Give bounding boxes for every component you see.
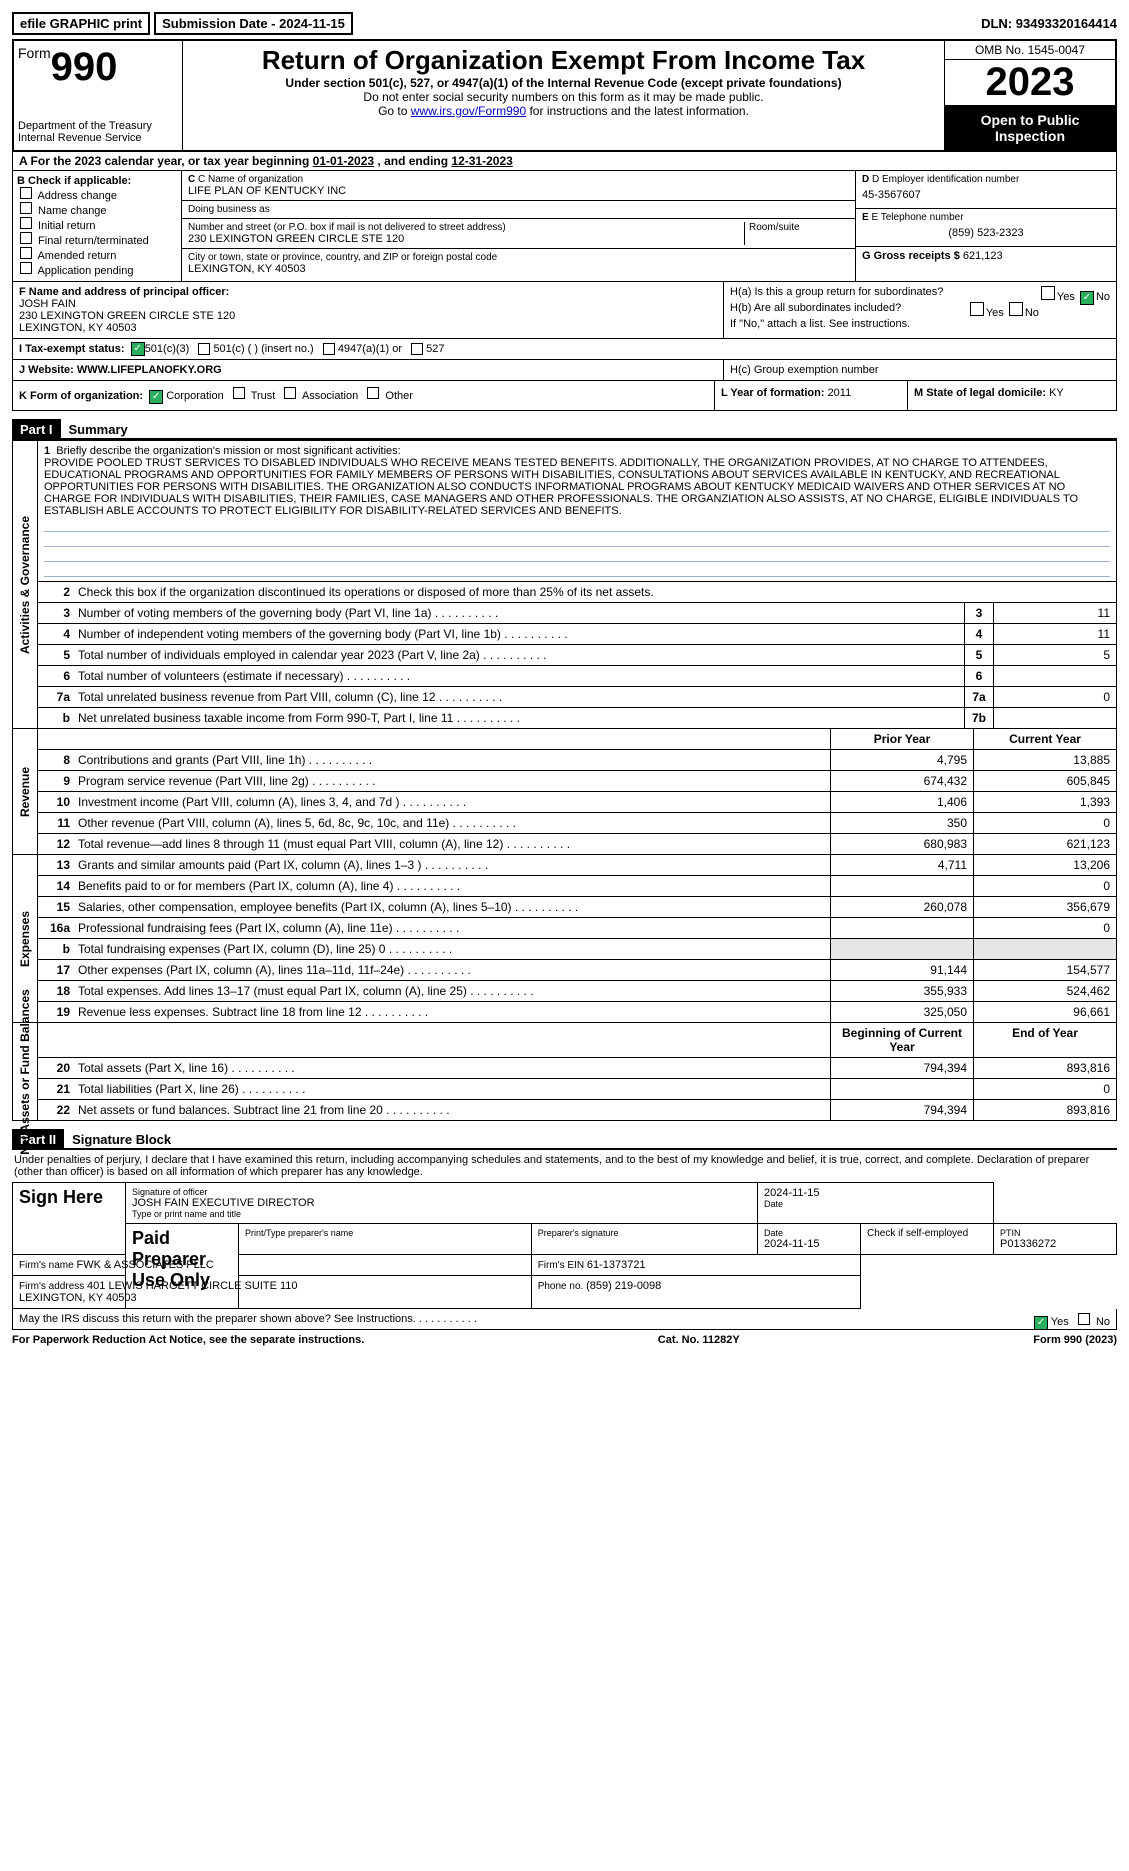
exp-line-17: 17Other expenses (Part IX, column (A), l… — [38, 960, 1116, 981]
gov-line-b: bNet unrelated business taxable income f… — [38, 708, 1116, 728]
hb-yes[interactable] — [970, 302, 984, 316]
discuss-yes[interactable]: ✓ — [1034, 1316, 1048, 1330]
form990-link[interactable]: www.irs.gov/Form990 — [411, 104, 526, 118]
expenses-section: Expenses 13Grants and similar amounts pa… — [12, 855, 1117, 1023]
ha-yes[interactable] — [1041, 286, 1055, 300]
row-k: K Form of organization: ✓ Corporation Tr… — [12, 381, 1117, 411]
501c3-check[interactable]: ✓ — [131, 342, 145, 356]
signature-table: Sign Here Signature of officerJOSH FAIN … — [12, 1182, 1117, 1309]
revenue-section: Revenue Prior YearCurrent Year 8Contribu… — [12, 729, 1117, 855]
col-c: C C Name of organizationLIFE PLAN OF KEN… — [182, 171, 856, 281]
exp-line-14: 14Benefits paid to or for members (Part … — [38, 876, 1116, 897]
principal-officer: F Name and address of principal officer:… — [13, 282, 724, 338]
row-a: A For the 2023 calendar year, or tax yea… — [12, 152, 1117, 171]
rev-line-9: 9Program service revenue (Part VIII, lin… — [38, 771, 1116, 792]
row-i: I Tax-exempt status: ✓ 501(c)(3) 501(c) … — [12, 339, 1117, 360]
main-info-box: B Check if applicable: Address change Na… — [12, 171, 1117, 282]
submission-box: Submission Date - 2024-11-15 — [154, 12, 353, 35]
gov-line-7a: 7aTotal unrelated business revenue from … — [38, 687, 1116, 708]
gov-line-3: 3Number of voting members of the governi… — [38, 603, 1116, 624]
exp-line-15: 15Salaries, other compensation, employee… — [38, 897, 1116, 918]
rev-line-8: 8Contributions and grants (Part VIII, li… — [38, 750, 1116, 771]
part-i-header: Part ISummary — [12, 411, 1117, 440]
form-header: Form990 Department of the Treasury Inter… — [12, 39, 1117, 152]
declaration: Under penalties of perjury, I declare th… — [12, 1150, 1117, 1182]
header-mid: Return of Organization Exempt From Incom… — [183, 41, 945, 150]
mission: 1 Briefly describe the organization's mi… — [38, 441, 1116, 582]
exp-line-18: 18Total expenses. Add lines 13–17 (must … — [38, 981, 1116, 1002]
part-ii-header: Part IISignature Block — [12, 1121, 1117, 1150]
gov-line-6: 6Total number of volunteers (estimate if… — [38, 666, 1116, 687]
rev-line-12: 12Total revenue—add lines 8 through 11 (… — [38, 834, 1116, 854]
net-line-21: 21Total liabilities (Part X, line 26)0 — [38, 1079, 1116, 1100]
netassets-section: Net Assets or Fund Balances Beginning of… — [12, 1023, 1117, 1121]
checkbox-application-pending: Application pending — [17, 262, 177, 277]
rev-line-10: 10Investment income (Part VIII, column (… — [38, 792, 1116, 813]
net-line-22: 22Net assets or fund balances. Subtract … — [38, 1100, 1116, 1120]
efile-label: efile GRAPHIC print — [12, 12, 150, 35]
exp-line-19: 19Revenue less expenses. Subtract line 1… — [38, 1002, 1116, 1022]
rev-line-11: 11Other revenue (Part VIII, column (A), … — [38, 813, 1116, 834]
col-d: D D Employer identification number45-356… — [856, 171, 1116, 281]
checkbox-final-return-terminated: Final return/terminated — [17, 232, 177, 247]
top-bar: efile GRAPHIC print Submission Date - 20… — [12, 12, 1117, 35]
header-right: OMB No. 1545-0047 2023 Open to Public In… — [945, 41, 1115, 150]
dept-label: Department of the Treasury Internal Reve… — [18, 120, 178, 144]
gov-line-4: 4Number of independent voting members of… — [38, 624, 1116, 645]
checkbox-name-change: Name change — [17, 202, 177, 217]
checkbox-address-change: Address change — [17, 187, 177, 202]
exp-line-16a: 16aProfessional fundraising fees (Part I… — [38, 918, 1116, 939]
gov-line-2: 2Check this box if the organization disc… — [38, 582, 1116, 603]
governance-section: Activities & Governance 1 Briefly descri… — [12, 440, 1117, 729]
hb-no[interactable] — [1009, 302, 1023, 316]
checkbox-initial-return: Initial return — [17, 217, 177, 232]
checkbox-amended-return: Amended return — [17, 247, 177, 262]
ha-no[interactable]: ✓ — [1080, 291, 1094, 305]
group-return: H(a) Is this a group return for subordin… — [724, 282, 1116, 338]
col-b: B Check if applicable: Address change Na… — [13, 171, 182, 281]
net-line-20: 20Total assets (Part X, line 16)794,3948… — [38, 1058, 1116, 1079]
discuss-row: May the IRS discuss this return with the… — [12, 1309, 1117, 1330]
footer: For Paperwork Reduction Act Notice, see … — [12, 1334, 1117, 1346]
row-j-hc: J Website: WWW.LIFEPLANOFKY.ORG H(c) Gro… — [12, 360, 1117, 381]
dln: DLN: 93493320164414 — [981, 16, 1117, 31]
exp-line-b: bTotal fundraising expenses (Part IX, co… — [38, 939, 1116, 960]
row-f-h: F Name and address of principal officer:… — [12, 282, 1117, 339]
discuss-no[interactable] — [1078, 1313, 1090, 1325]
gov-line-5: 5Total number of individuals employed in… — [38, 645, 1116, 666]
header-left: Form990 Department of the Treasury Inter… — [14, 41, 183, 150]
exp-line-13: 13Grants and similar amounts paid (Part … — [38, 855, 1116, 876]
